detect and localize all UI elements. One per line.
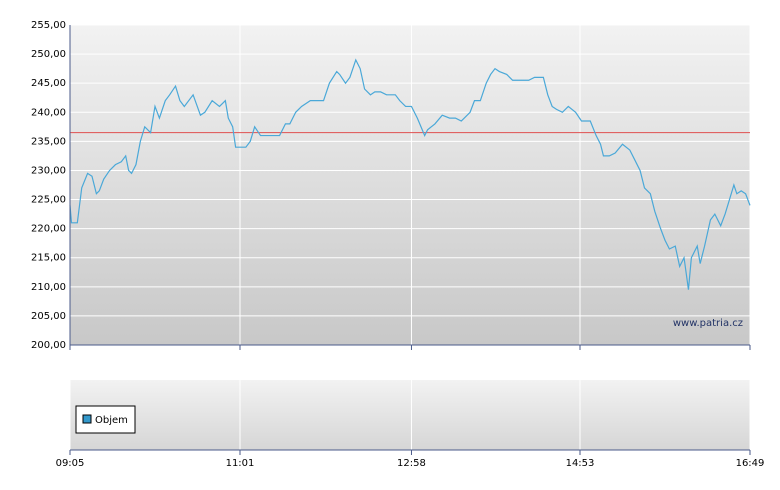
- price-line: [69, 58, 751, 290]
- y-tick-label: 240,00: [31, 107, 66, 118]
- plot-area: [70, 25, 750, 345]
- y-tick-label: 205,00: [31, 311, 66, 322]
- volume-area: [70, 380, 750, 450]
- legend-label: Objem: [95, 415, 128, 426]
- x-tick-label: 11:01: [226, 458, 255, 469]
- x-tick-label: 12:58: [397, 458, 426, 469]
- watermark: www.patria.cz: [673, 318, 743, 329]
- y-tick-label: 220,00: [31, 224, 66, 235]
- y-tick-label: 230,00: [31, 165, 66, 176]
- y-tick-label: 255,00: [31, 20, 66, 31]
- x-tick-label: 16:49: [736, 458, 765, 469]
- x-tick-label: 09:05: [56, 458, 85, 469]
- y-tick-label: 250,00: [31, 49, 66, 60]
- y-tick-label: 200,00: [31, 340, 66, 351]
- y-tick-label: 225,00: [31, 195, 66, 206]
- y-tick-label: 215,00: [31, 253, 66, 264]
- y-tick-label: 235,00: [31, 136, 66, 147]
- y-tick-label: 245,00: [31, 78, 66, 89]
- legend-swatch: [82, 414, 92, 424]
- y-tick-label: 210,00: [31, 282, 66, 293]
- x-tick-label: 14:53: [566, 458, 595, 469]
